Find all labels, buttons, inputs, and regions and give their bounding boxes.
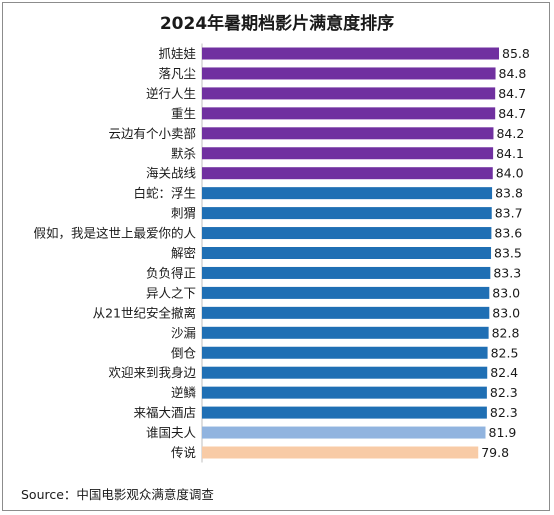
category-label: 欢迎来到我身边 (108, 365, 196, 380)
bar (202, 107, 496, 120)
bar (202, 147, 494, 160)
bar (202, 346, 488, 359)
category-label: 落凡尘 (158, 66, 196, 81)
value-label: 83.0 (492, 305, 520, 320)
value-label: 82.3 (490, 405, 518, 420)
category-label: 传说 (171, 445, 196, 460)
value-label: 83.6 (494, 226, 522, 241)
bar (202, 266, 491, 279)
value-label: 84.7 (498, 86, 526, 101)
bar (202, 67, 496, 80)
category-label: 从21世纪安全撤离 (93, 305, 196, 320)
value-label: 82.5 (491, 345, 519, 360)
category-label: 假如，我是这世上最爱你的人 (33, 226, 196, 241)
value-label: 83.3 (493, 265, 521, 280)
bar (202, 47, 499, 60)
category-label: 倒仓 (171, 345, 197, 360)
value-label: 81.9 (489, 425, 517, 440)
category-label: 重生 (171, 106, 196, 121)
category-label: 云边有个小卖部 (108, 126, 196, 141)
bar (202, 426, 486, 439)
bar (202, 127, 494, 140)
source-note: Source：中国电影观众满意度调查 (21, 487, 214, 502)
bar (202, 167, 493, 180)
value-label: 79.8 (481, 445, 509, 460)
value-label: 83.7 (495, 206, 523, 221)
bar (202, 446, 479, 459)
chart-frame: 2024年暑期档影片满意度排序 抓娃娃 85.8 落凡尘 84.8 逆行人生 84.7 重生… (2, 2, 550, 511)
bar (202, 386, 487, 399)
value-label: 83.0 (492, 285, 520, 300)
value-label: 84.0 (496, 166, 524, 181)
category-label: 海关战线 (146, 166, 197, 181)
category-label: 异人之下 (146, 285, 196, 300)
category-label: 逆鳞 (171, 385, 197, 400)
value-label: 82.8 (492, 325, 520, 340)
bar (202, 406, 487, 419)
bar (202, 227, 492, 240)
category-label: 刺猬 (171, 206, 196, 221)
bar (202, 286, 490, 299)
value-label: 84.1 (496, 146, 524, 161)
category-label: 解密 (171, 246, 196, 261)
value-label: 83.8 (495, 186, 523, 201)
bar (202, 187, 493, 200)
bar (202, 87, 496, 100)
value-label: 82.4 (490, 365, 518, 380)
value-label: 82.3 (490, 385, 518, 400)
value-label: 85.8 (502, 46, 530, 61)
category-label: 沙漏 (171, 325, 196, 340)
value-label: 84.8 (499, 66, 527, 81)
chart-title: 2024年暑期档影片满意度排序 (159, 14, 395, 34)
category-label: 来福大酒店 (133, 405, 196, 420)
category-label: 谁国夫人 (146, 425, 197, 440)
bar (202, 207, 492, 220)
bar (202, 326, 489, 339)
category-label: 默杀 (171, 146, 196, 161)
value-label: 83.5 (494, 246, 522, 261)
bar (202, 306, 490, 319)
bar (202, 366, 488, 379)
value-label: 84.2 (496, 126, 524, 141)
bar (202, 247, 492, 259)
category-label: 负负得正 (146, 265, 196, 280)
category-label: 抓娃娃 (158, 46, 196, 61)
bar-chart: 抓娃娃 85.8 落凡尘 84.8 逆行人生 84.7 重生 84.7 云边有个小卖部 84.2 默… (33, 43, 530, 463)
category-label: 白蛇：浮生 (133, 186, 196, 201)
value-label: 84.7 (498, 106, 526, 121)
category-label: 逆行人生 (146, 86, 196, 101)
